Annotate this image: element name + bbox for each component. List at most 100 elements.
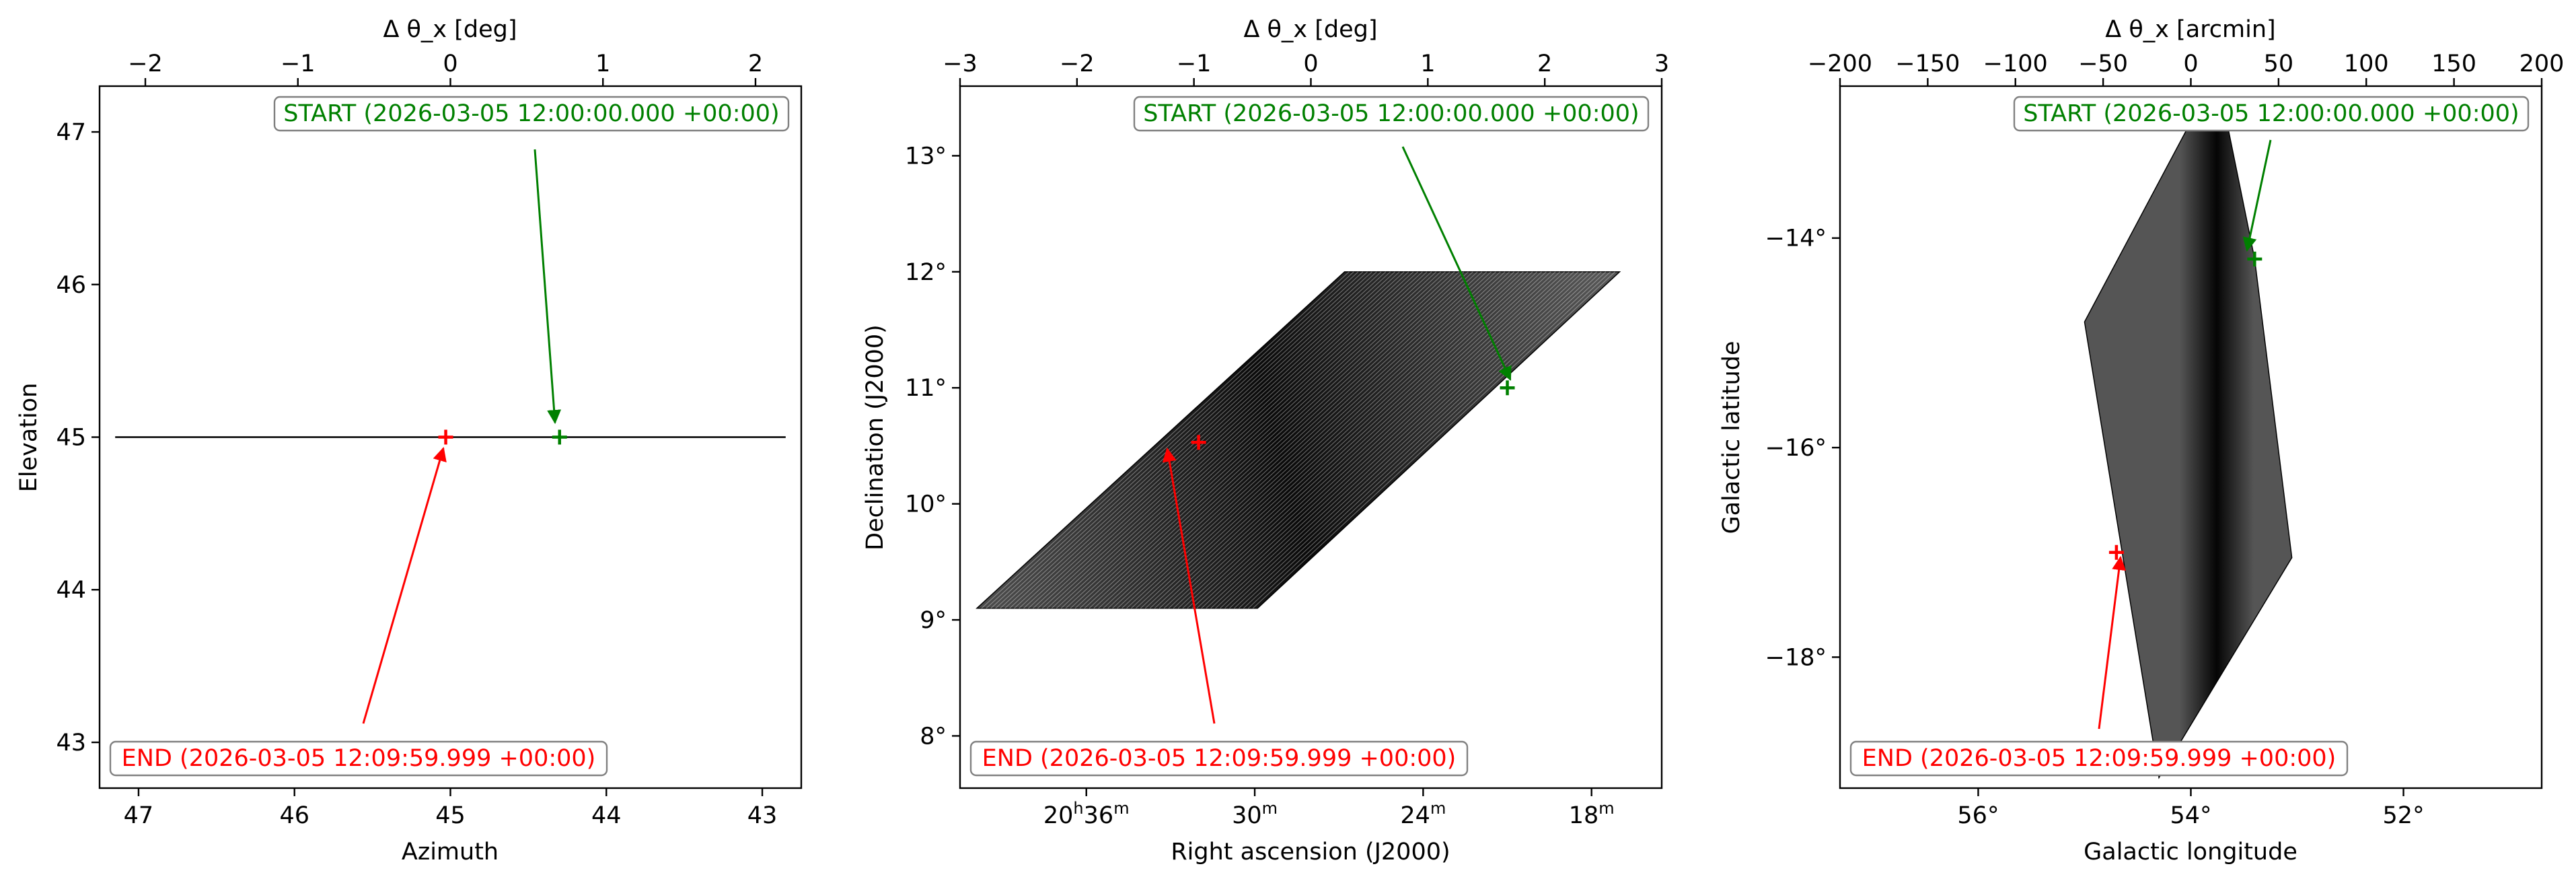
top-tick-label: 0 — [443, 50, 457, 77]
x-tick-label: 43 — [747, 802, 778, 829]
end-label-box — [1849, 740, 2349, 777]
scan-stroke — [1065, 271, 1432, 609]
scan-stroke — [1121, 271, 1487, 609]
scan-stroke — [1229, 271, 1592, 609]
start-arrow — [533, 149, 562, 425]
x-axis-label: Galactic longitude — [2084, 839, 2297, 866]
top-tick-label: −2 — [128, 50, 163, 77]
scan-stroke — [1009, 271, 1377, 609]
y-tick-label: 8° — [920, 723, 947, 750]
scan-stroke — [1154, 271, 1519, 609]
scan-stroke — [1168, 271, 1533, 609]
x-tick-label: 47 — [124, 802, 154, 829]
scan-stroke — [1131, 271, 1496, 609]
start-label-box — [2013, 96, 2530, 132]
y-axis-label: Declination (J2000) — [862, 324, 889, 551]
end-marker — [2108, 544, 2124, 560]
y-tick-label: 47 — [56, 119, 86, 146]
start-arrow — [2242, 139, 2272, 252]
start-label-box — [273, 96, 790, 132]
scan-stroke — [1093, 271, 1460, 609]
scan-stroke — [1041, 271, 1409, 609]
scan-stroke — [1234, 271, 1597, 609]
scan-stroke — [1136, 271, 1501, 609]
scan-stroke — [1215, 271, 1579, 609]
y-axis-label: Elevation — [15, 383, 42, 493]
scan-stroke — [990, 271, 1359, 609]
scan-stroke — [995, 271, 1364, 609]
top-tick-label: 2 — [1537, 50, 1552, 77]
top-tick-label: 0 — [2183, 50, 2198, 77]
scan-stroke — [986, 271, 1354, 609]
scan-stroke — [1028, 271, 1395, 609]
scan-stroke — [1243, 271, 1607, 609]
top-tick-label: 50 — [2264, 50, 2294, 77]
y-tick-label: 11° — [905, 375, 947, 402]
top-tick-label: 0 — [1303, 50, 1318, 77]
top-tick-label: −100 — [1983, 50, 2048, 77]
scan-stroke — [1037, 271, 1405, 609]
scan-stroke — [1149, 271, 1515, 609]
scan-stroke — [1107, 271, 1473, 609]
scan-stroke — [1070, 271, 1437, 609]
top-tick-label: −3 — [943, 50, 978, 77]
scan-stroke — [1117, 271, 1483, 609]
x-tick-label: 56° — [1957, 802, 1999, 829]
scan-stroke — [1247, 271, 1611, 609]
scan-stroke — [1023, 271, 1391, 609]
y-tick-label: −16° — [1765, 435, 1827, 462]
scan-stroke — [1033, 271, 1400, 609]
x-tick-label: 30m — [1232, 799, 1278, 829]
start-marker — [1500, 380, 1515, 396]
top-axis-label: Δ θ_x [deg] — [383, 16, 517, 43]
top-axis-label: Δ θ_x [arcmin] — [2105, 16, 2275, 43]
y-tick-label: −14° — [1765, 225, 1827, 252]
scan-stroke — [1056, 271, 1423, 609]
x-tick-label: 44 — [591, 802, 622, 829]
top-axis-label: Δ θ_x [deg] — [1243, 16, 1377, 43]
scan-stroke — [1239, 271, 1602, 609]
end-arrow — [1162, 447, 1216, 724]
top-tick-label: 200 — [2519, 50, 2565, 77]
y-tick-label: 43 — [56, 730, 86, 756]
x-tick-label: 20h36m — [1043, 799, 1130, 829]
top-tick-label: 2 — [748, 50, 763, 77]
scan-stroke — [1051, 271, 1418, 609]
top-tick-label: −50 — [2078, 50, 2128, 77]
y-tick-label: 13° — [905, 143, 947, 170]
scan-stroke — [1000, 271, 1368, 609]
scan-stroke — [1173, 271, 1538, 609]
scan-stroke — [1158, 271, 1524, 609]
end-arrow — [362, 446, 447, 724]
scan-stroke — [1060, 271, 1428, 609]
top-tick-label: −2 — [1060, 50, 1095, 77]
start-arrow — [1401, 146, 1512, 381]
start-marker — [2247, 251, 2262, 267]
scan-stroke — [1177, 271, 1542, 609]
panel-altaz: 47 46 45 44 43 43 44 45 46 47 −2 −1 0 1 2 START (202… — [15, 16, 803, 866]
panel-radec: 20h36m 30m 24m 18m 8° 9° 10° 11° 12° 13° −3 −2 −1 0… — [862, 16, 1669, 866]
start-label-box — [1133, 96, 1650, 132]
scan-stroke — [1126, 271, 1492, 609]
start-label: START (2026-03-05 12:00:00.000 +00:00) — [283, 100, 779, 127]
scan-stroke — [1220, 271, 1584, 609]
x-axis-label: Right ascension (J2000) — [1171, 839, 1450, 866]
top-tick-label: 100 — [2344, 50, 2389, 77]
scan-stroke — [1252, 271, 1616, 609]
end-marker — [438, 429, 453, 445]
x-tick-label: 52° — [2383, 802, 2425, 829]
x-tick-label: 18m — [1569, 799, 1615, 829]
scan-stroke — [1103, 271, 1469, 609]
scan-stroke — [981, 271, 1350, 609]
scan-stroke — [1079, 271, 1446, 609]
top-tick-label: 150 — [2431, 50, 2476, 77]
scan-stroke — [1187, 271, 1551, 609]
end-arrow — [2098, 555, 2127, 730]
x-tick-label: 54° — [2170, 802, 2211, 829]
panel-galactic: 56° 54° 52° −14° −16° −18° −200 −150 −100 −50 0 5… — [1718, 16, 2564, 866]
scan-stroke — [1098, 271, 1465, 609]
y-tick-label: 12° — [905, 259, 947, 286]
top-tick-label: −1 — [1177, 50, 1212, 77]
y-axis-label: Galactic latitude — [1718, 341, 1745, 534]
end-label-box — [969, 740, 1469, 777]
